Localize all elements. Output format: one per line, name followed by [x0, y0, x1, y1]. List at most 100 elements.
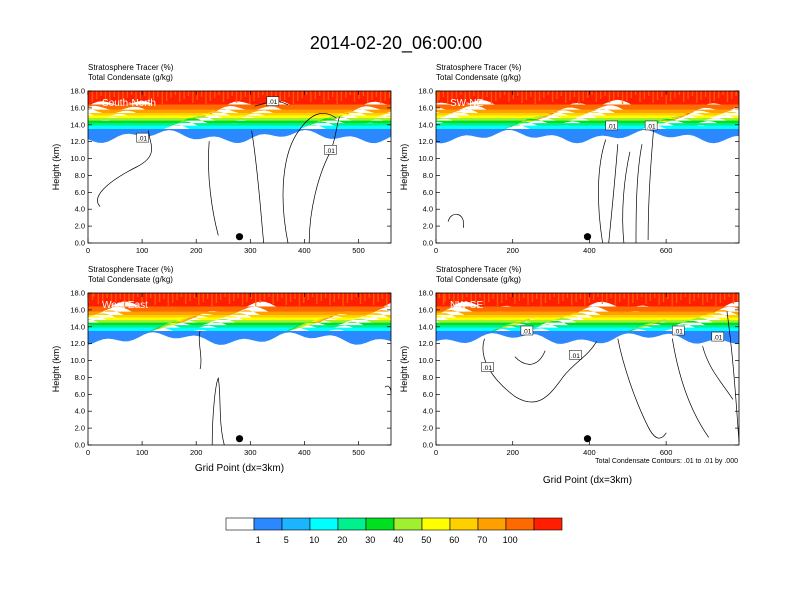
plot-frame [435, 90, 740, 244]
condensate-contour [635, 144, 643, 244]
contour-label-box [569, 350, 582, 360]
colorbar-swatch [281, 517, 311, 531]
x-axis-label: Grid Point (dx=3km) [543, 475, 632, 486]
contour-label: .01 [268, 99, 277, 106]
panel-header-line: Total Condensate (g/kg) [88, 73, 173, 82]
y-tick-label: 12.0 [418, 137, 433, 146]
condensate-contour [702, 346, 734, 400]
colorbar-label: 70 [477, 535, 487, 545]
panel-header-line: Stratosphere Tracer (%) [436, 265, 522, 274]
condensate-contour [671, 338, 709, 438]
y-tick-label: 16.0 [70, 305, 85, 314]
location-marker [235, 233, 244, 241]
panel-label: NW-SE [450, 300, 483, 311]
y-tick-label: 0.0 [423, 239, 433, 248]
tracer-band [436, 331, 739, 344]
y-axis-label: Height (km) [399, 144, 409, 191]
y-tick-label: 8.0 [75, 171, 85, 180]
x-tick-label: 0 [434, 448, 438, 457]
colorbar-swatch [477, 517, 507, 531]
contour-label: .01 [607, 123, 616, 130]
colorbar-swatch [337, 517, 367, 531]
panel-sw-ne: Stratosphere Tracer (%)Total Condensate … [399, 63, 740, 255]
colorbar-label: 10 [309, 535, 319, 545]
y-tick-label: 16.0 [70, 103, 85, 112]
x-tick-label: 500 [352, 448, 365, 457]
contour-label: .01 [571, 353, 580, 360]
location-marker [583, 435, 592, 443]
x-tick-label: 600 [660, 448, 673, 457]
y-tick-label: 18.0 [70, 289, 85, 298]
panel-header-line: Total Condensate (g/kg) [436, 275, 521, 284]
colorbar-swatch [393, 517, 423, 531]
x-tick-label: 0 [434, 246, 438, 255]
condensate-contour [726, 311, 740, 443]
y-tick-label: 10.0 [70, 154, 85, 163]
contour-label-box [605, 120, 618, 131]
panels: Stratosphere Tracer (%)Total Condensate … [51, 63, 740, 486]
condensate-contour [617, 338, 667, 439]
panel-label: South-North [102, 98, 156, 109]
contour-label: .01 [483, 365, 492, 372]
y-tick-label: 18.0 [70, 87, 85, 96]
x-tick-label: 500 [352, 246, 365, 255]
contour-label-box [266, 96, 280, 106]
colorbar-swatch [505, 517, 535, 531]
plot-frame [87, 292, 392, 446]
plot-frame [435, 292, 740, 446]
panel-label: SW-NE [450, 98, 483, 109]
y-tick-label: 4.0 [75, 407, 85, 416]
y-tick-label: 18.0 [418, 289, 433, 298]
y-tick-label: 12.0 [70, 339, 85, 348]
x-tick-label: 200 [190, 246, 203, 255]
y-tick-label: 14.0 [70, 120, 85, 129]
x-tick-label: 300 [244, 246, 257, 255]
tracer-band [436, 104, 739, 118]
colorbar-swatch [533, 517, 563, 531]
colorbar-label: 60 [449, 535, 459, 545]
tracer-band [88, 331, 391, 345]
colorbar-swatch [421, 517, 451, 531]
x-tick-label: 300 [244, 448, 257, 457]
y-tick-label: 8.0 [423, 171, 433, 180]
colorbar-swatch [309, 517, 339, 531]
panel-nw-se: Stratosphere Tracer (%)Total Condensate … [399, 265, 740, 486]
condensate-contour [251, 130, 265, 244]
colorbar-label: 30 [365, 535, 375, 545]
location-marker [235, 435, 244, 443]
tracer-band [88, 113, 391, 127]
colorbar-label: 5 [284, 535, 289, 545]
x-tick-label: 200 [506, 448, 519, 457]
y-tick-label: 18.0 [418, 87, 433, 96]
condensate-contour [447, 213, 464, 228]
condensate-contour [647, 121, 655, 241]
contour-label-box [136, 132, 149, 143]
tracer-band [436, 129, 739, 144]
condensate-contour [514, 350, 546, 365]
x-tick-label: 400 [298, 246, 311, 255]
condensate-contour [211, 376, 225, 446]
panel-west-east: Stratosphere Tracer (%)Total Condensate … [51, 265, 392, 474]
y-tick-label: 14.0 [418, 322, 433, 331]
colorbar-swatch [253, 517, 283, 531]
y-tick-label: 0.0 [423, 441, 433, 450]
y-tick-label: 8.0 [75, 373, 85, 382]
contour-label: .01 [138, 136, 147, 143]
y-tick-label: 0.0 [75, 441, 85, 450]
plot-frame [87, 90, 392, 244]
y-tick-label: 2.0 [75, 424, 85, 433]
contour-label: .01 [647, 123, 656, 130]
condensate-contour [198, 330, 202, 370]
contour-footnote: Total Condensate Contours: .01 to .01 by… [595, 458, 738, 465]
contour-label-box [481, 362, 494, 372]
tracer-band [436, 315, 739, 329]
condensate-contour [282, 112, 337, 244]
y-tick-label: 12.0 [70, 137, 85, 146]
panel-south-north: Stratosphere Tracer (%)Total Condensate … [51, 63, 392, 255]
y-tick-label: 2.0 [423, 222, 433, 231]
y-tick-label: 6.0 [75, 390, 85, 399]
condensate-contour [598, 139, 607, 244]
contour-label-box [672, 325, 685, 336]
x-tick-label: 0 [86, 246, 90, 255]
